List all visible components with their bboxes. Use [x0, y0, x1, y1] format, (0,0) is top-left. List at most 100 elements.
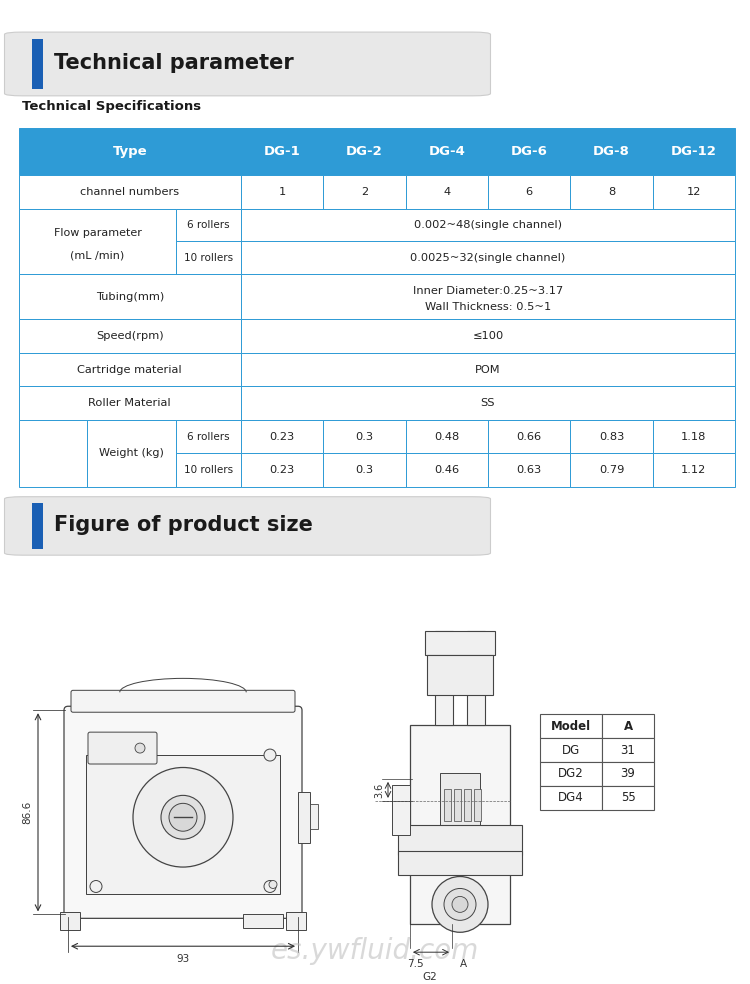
Bar [570, 175, 652, 209]
Text: Cartridge material: Cartridge material [77, 364, 182, 375]
Bar [540, 714, 602, 738]
Bar [241, 128, 323, 175]
Bar [570, 420, 652, 454]
Text: 1.18: 1.18 [681, 432, 706, 442]
Bar [454, 789, 461, 821]
Bar [241, 275, 735, 319]
Bar [467, 631, 485, 725]
Text: 0.23: 0.23 [269, 432, 295, 442]
Bar [241, 352, 735, 387]
Bar [19, 128, 241, 175]
Text: 10 rollers: 10 rollers [184, 465, 233, 475]
Text: 55: 55 [621, 791, 635, 804]
Circle shape [264, 749, 276, 761]
Text: 8: 8 [608, 187, 615, 197]
Bar [444, 789, 451, 821]
Circle shape [135, 743, 145, 753]
Bar [19, 319, 241, 352]
Bar [323, 175, 406, 209]
Text: 7.5: 7.5 [407, 959, 424, 969]
Text: Roller Material: Roller Material [88, 399, 171, 408]
Bar [310, 804, 318, 829]
Text: DG-8: DG-8 [593, 145, 630, 158]
Text: DG-2: DG-2 [346, 145, 382, 158]
Text: 6 rollers: 6 rollers [188, 432, 230, 442]
Bar [392, 785, 410, 834]
Bar [286, 912, 306, 930]
Text: Model: Model [551, 719, 591, 733]
Text: 31: 31 [620, 744, 635, 757]
Bar [176, 454, 241, 487]
Bar [243, 914, 283, 928]
Bar [19, 275, 241, 319]
Text: 86.6: 86.6 [22, 801, 32, 824]
Text: 1.12: 1.12 [681, 465, 706, 475]
Bar [241, 319, 735, 352]
Text: Weight (kg): Weight (kg) [99, 449, 164, 459]
Text: Inner Diameter:0.25~3.17: Inner Diameter:0.25~3.17 [413, 286, 563, 296]
Circle shape [133, 768, 233, 867]
Text: DG-1: DG-1 [263, 145, 300, 158]
Text: Technical Specifications: Technical Specifications [22, 99, 202, 112]
Bar [570, 128, 652, 175]
FancyBboxPatch shape [4, 32, 490, 95]
Circle shape [432, 877, 488, 932]
Bar [176, 241, 241, 275]
Bar [440, 773, 480, 829]
Text: 0.63: 0.63 [517, 465, 542, 475]
Text: A: A [460, 959, 467, 969]
Bar [32, 39, 43, 89]
Text: DG: DG [562, 744, 580, 757]
Bar [87, 420, 176, 487]
Bar [602, 786, 654, 810]
Text: POM: POM [475, 364, 501, 375]
Bar [86, 755, 280, 894]
Bar [540, 762, 602, 786]
Text: 0.002~48(single channel): 0.002~48(single channel) [414, 220, 562, 230]
Bar [19, 175, 241, 209]
Bar [540, 786, 602, 810]
Bar [652, 454, 735, 487]
Bar [652, 420, 735, 454]
Bar [19, 420, 87, 487]
Text: DG-4: DG-4 [428, 145, 465, 158]
Text: 0.0025~32(single channel): 0.0025~32(single channel) [410, 253, 566, 263]
Bar [410, 725, 510, 924]
FancyBboxPatch shape [71, 691, 295, 712]
FancyBboxPatch shape [64, 707, 302, 918]
Bar [488, 454, 570, 487]
Bar [398, 825, 522, 855]
Text: es.ywfluid.com: es.ywfluid.com [271, 937, 479, 965]
Bar [323, 420, 406, 454]
Bar [488, 128, 570, 175]
Bar [241, 209, 735, 241]
Text: 0.48: 0.48 [434, 432, 459, 442]
Bar [602, 738, 654, 762]
Text: 6: 6 [526, 187, 532, 197]
Circle shape [264, 881, 276, 892]
Circle shape [269, 881, 277, 889]
Bar [602, 762, 654, 786]
Text: Flow parameter: Flow parameter [53, 228, 142, 238]
Text: 2: 2 [361, 187, 368, 197]
Text: DG2: DG2 [558, 768, 584, 780]
Text: DG-12: DG-12 [671, 145, 717, 158]
Bar [406, 454, 488, 487]
Text: 0.66: 0.66 [517, 432, 542, 442]
Bar [570, 454, 652, 487]
Bar [652, 175, 735, 209]
Circle shape [444, 889, 476, 920]
Text: Figure of product size: Figure of product size [54, 515, 313, 535]
Bar [176, 209, 241, 241]
Text: 0.23: 0.23 [269, 465, 295, 475]
Text: Speed(rpm): Speed(rpm) [96, 331, 164, 341]
Bar [406, 175, 488, 209]
Bar [427, 655, 493, 696]
Circle shape [90, 749, 102, 761]
Text: 0.79: 0.79 [598, 465, 624, 475]
Bar [464, 789, 471, 821]
Text: Technical parameter: Technical parameter [54, 53, 294, 73]
Bar [60, 912, 80, 930]
Bar [474, 789, 481, 821]
Text: (mL /min): (mL /min) [70, 251, 124, 261]
